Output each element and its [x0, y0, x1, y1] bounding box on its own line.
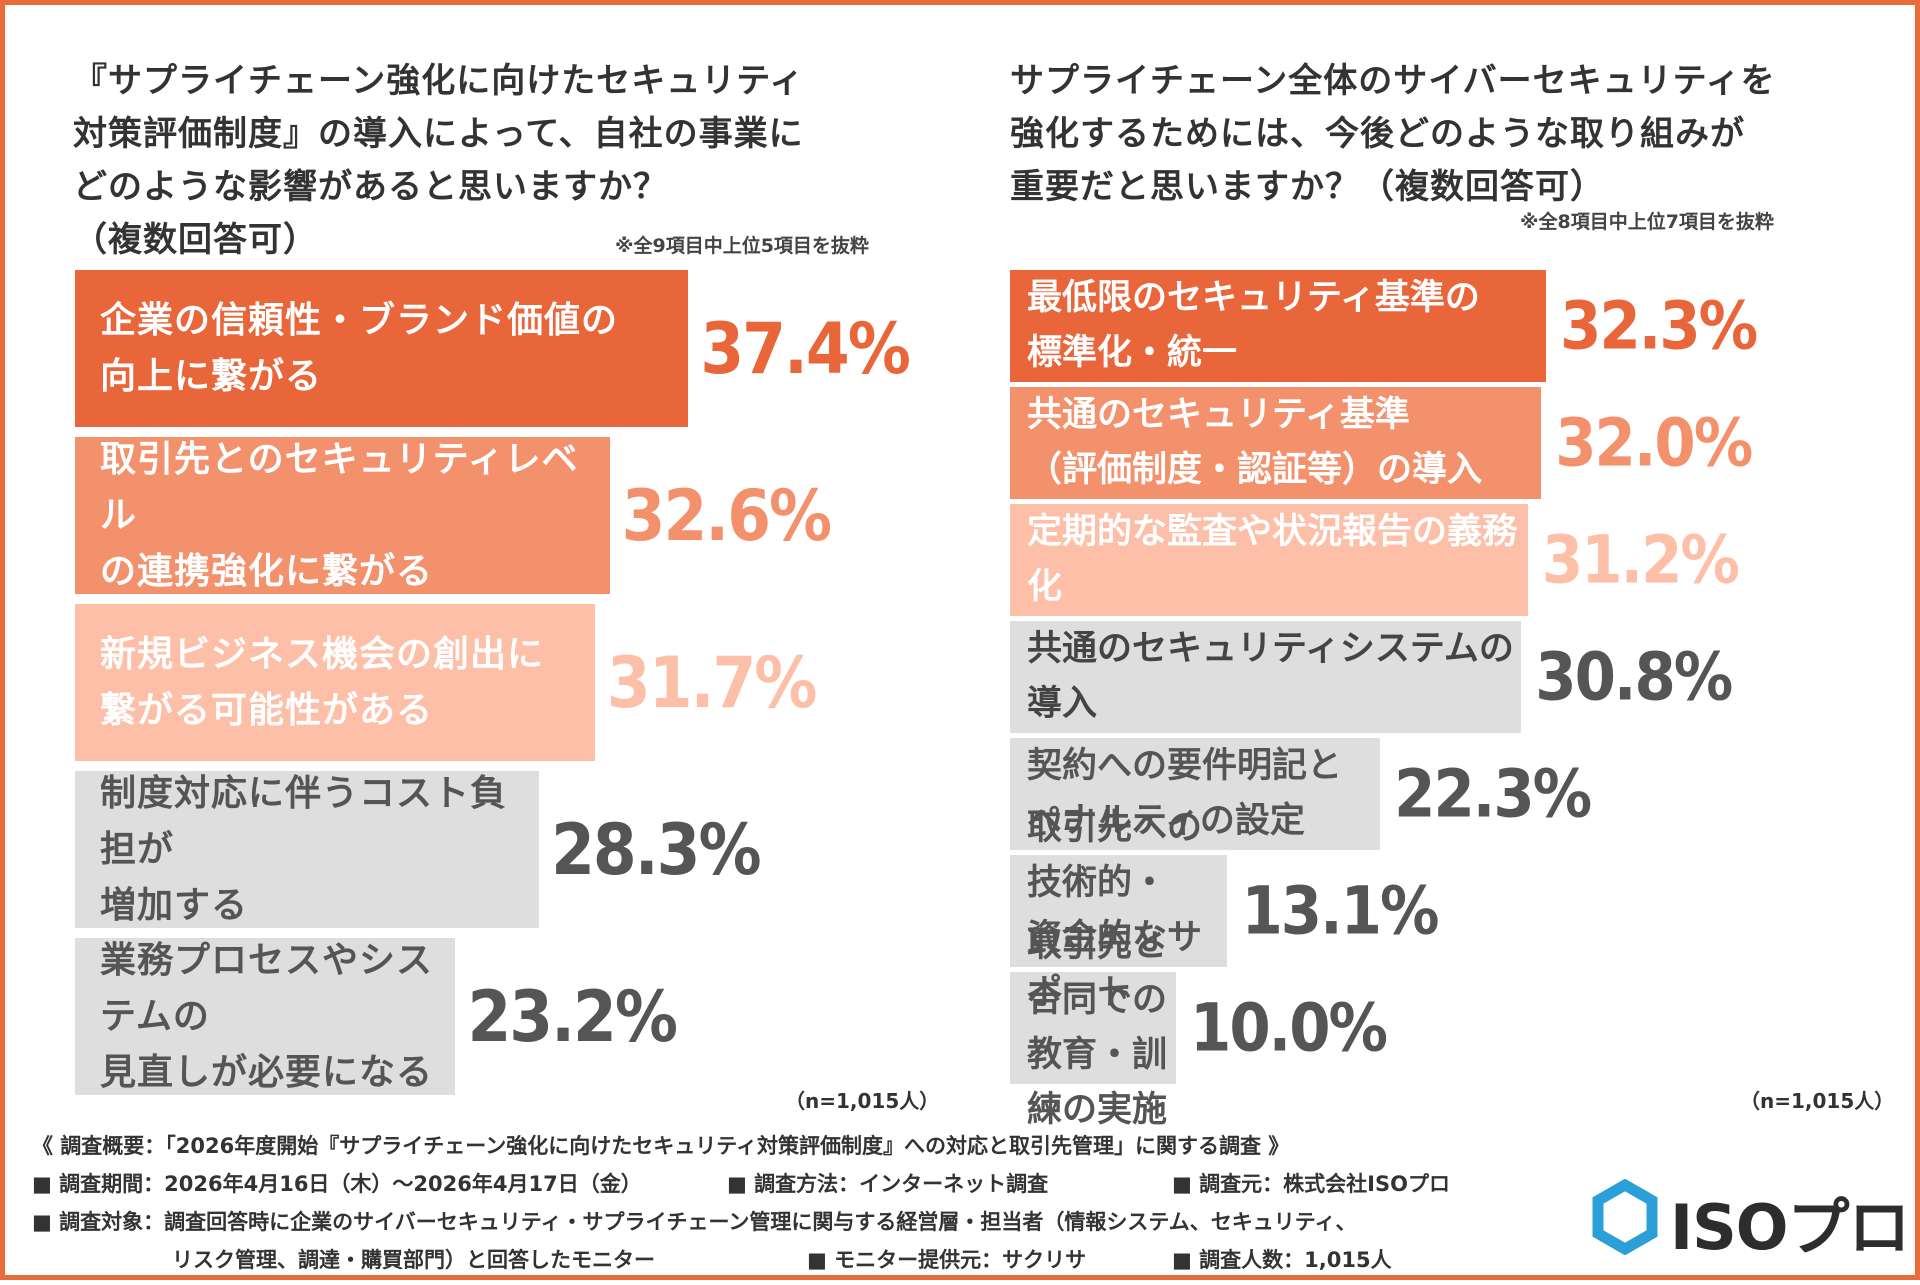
- right-question-title: サプライチェーン全体のサイバーセキュリティを 強化するためには、今後どのような取…: [1010, 61, 1776, 207]
- bar-value-label: 37.4%: [700, 307, 910, 390]
- bar-label: 共通のセキュリティ基準 （評価制度・認証等）の導入: [1027, 395, 1483, 490]
- bar-2: 共通のセキュリティ基準 （評価制度・認証等）の導入 32.0%: [1010, 387, 1753, 499]
- bar-value-label: 28.3%: [551, 808, 761, 891]
- bar-4: 共通のセキュリティシステムの導入 30.8%: [1010, 621, 1733, 733]
- right-bar-chart: 最低限のセキュリティ基準の 標準化・統一 32.3% 共通のセキュリティ基準 （評価…: [1010, 5, 1890, 1285]
- survey-count: ■ 調査人数：1,015人: [1172, 1248, 1392, 1272]
- left-sample-size: （n=1,015人）: [785, 1089, 940, 1113]
- bar-label: 制度対応に伴うコスト負担が 増加する: [100, 772, 508, 926]
- bar-value-label: 31.7%: [606, 641, 817, 724]
- left-note: ※全9項目中上位5項目を抜粋: [615, 235, 869, 257]
- bar-label: 業務プロセスやシステムの 見直しが必要になる: [100, 939, 434, 1093]
- bar-1: 最低限のセキュリティ基準の 標準化・統一 32.3%: [1010, 270, 1758, 382]
- logo-text: ISOプロ: [1670, 1191, 1910, 1264]
- survey-target-cont: リスク管理、調達・購買部門）と回答したモニター: [172, 1248, 655, 1272]
- bar-4: 制度対応に伴うコスト負担が 増加する 28.3%: [75, 771, 762, 928]
- bar-label: 契約への要件明記と ペナルティの設定: [1027, 746, 1343, 841]
- bar-label: 共通のセキュリティシステムの導入: [1027, 629, 1514, 724]
- bar-value-label: 32.3%: [1560, 287, 1758, 365]
- left-question-title: 『サプライチェーン強化に向けたセキュリティ 対策評価制度』の導入によって、自社の…: [73, 61, 805, 260]
- bar-value-label: 22.3%: [1394, 755, 1592, 833]
- bar-label: 定期的な監査や状況報告の義務化: [1027, 512, 1518, 607]
- right-note: ※全8項目中上位7項目を抜粋: [1520, 211, 1774, 233]
- bar-value-label: 23.2%: [467, 975, 677, 1058]
- bar-value-label: 30.8%: [1535, 638, 1733, 716]
- bar-label: 取引先とのセキュリティレベル の連携強化に繋がる: [100, 438, 579, 592]
- survey-target: ■ 調査対象：調査回答時に企業のサイバーセキュリティ・サプライチェーン管理に関与…: [32, 1210, 1357, 1234]
- bar-value-label: 13.1%: [1241, 872, 1439, 950]
- bar-3: 定期的な監査や状況報告の義務化 31.2%: [1010, 504, 1740, 616]
- bar-value-label: 32.6%: [621, 474, 832, 557]
- bar-1: 企業の信頼性・ブランド価値の 向上に繋がる 37.4%: [75, 270, 911, 427]
- bar-label: 企業の信頼性・ブランド価値の 向上に繋がる: [100, 299, 619, 397]
- bar-2: 取引先とのセキュリティレベル の連携強化に繋がる 32.6%: [75, 437, 832, 594]
- survey-heading: 《 調査概要：「2026年度開始『サプライチェーン強化に向けたセキュリティ対策評…: [32, 1134, 1290, 1158]
- bar-7: 取引先と合同での 教育・訓練の実施 10.0%: [1010, 925, 1388, 1130]
- bar-value-label: 31.2%: [1541, 521, 1740, 599]
- survey-provider: ■ モニター提供元：サクリサ: [807, 1248, 1087, 1272]
- right-sample-size: （n=1,015人）: [1740, 1089, 1895, 1113]
- survey-source: ■ 調査元：株式会社ISOプロ: [1172, 1172, 1450, 1196]
- bar-label: 取引先と合同での 教育・訓練の実施: [1027, 925, 1168, 1130]
- left-bar-chart: 企業の信頼性・ブランド価値の 向上に繋がる 37.4% 取引先とのセキュリティレベル…: [75, 5, 935, 1285]
- bar-3: 新規ビジネス機会の創出に 繋がる可能性がある 31.7%: [75, 604, 817, 761]
- left-chart-panel: 『サプライチェーン強化に向けたセキュリティ 対策評価制度』の導入によって、自社の…: [73, 5, 939, 1285]
- bar-label: 最低限のセキュリティ基準の 標準化・統一: [1027, 278, 1480, 373]
- bar-5: 契約への要件明記と ペナルティの設定 22.3%: [1010, 738, 1592, 850]
- survey-method: ■ 調査方法：インターネット調査: [727, 1172, 1049, 1196]
- bar-label: 新規ビジネス機会の創出に 繋がる可能性がある: [100, 633, 545, 731]
- bar-label: 取引先への技術的・ 資金的なサポート: [1027, 808, 1203, 1013]
- survey-period: ■ 調査期間：2026年4月16日（木）～2026年4月17日（金）: [32, 1172, 642, 1196]
- right-chart-panel: サプライチェーン全体のサイバーセキュリティを 強化するためには、今後どのような取…: [1010, 5, 1894, 1285]
- bar-value-label: 10.0%: [1190, 989, 1388, 1067]
- bar-value-label: 32.0%: [1555, 404, 1753, 482]
- isopro-logo: ISOプロ: [1590, 1175, 1910, 1264]
- bar-5: 業務プロセスやシステムの 見直しが必要になる 23.2%: [75, 938, 678, 1095]
- hexagon-logo-icon: [1592, 1179, 1658, 1255]
- bar-6: 取引先への技術的・ 資金的なサポート 13.1%: [1010, 808, 1439, 1013]
